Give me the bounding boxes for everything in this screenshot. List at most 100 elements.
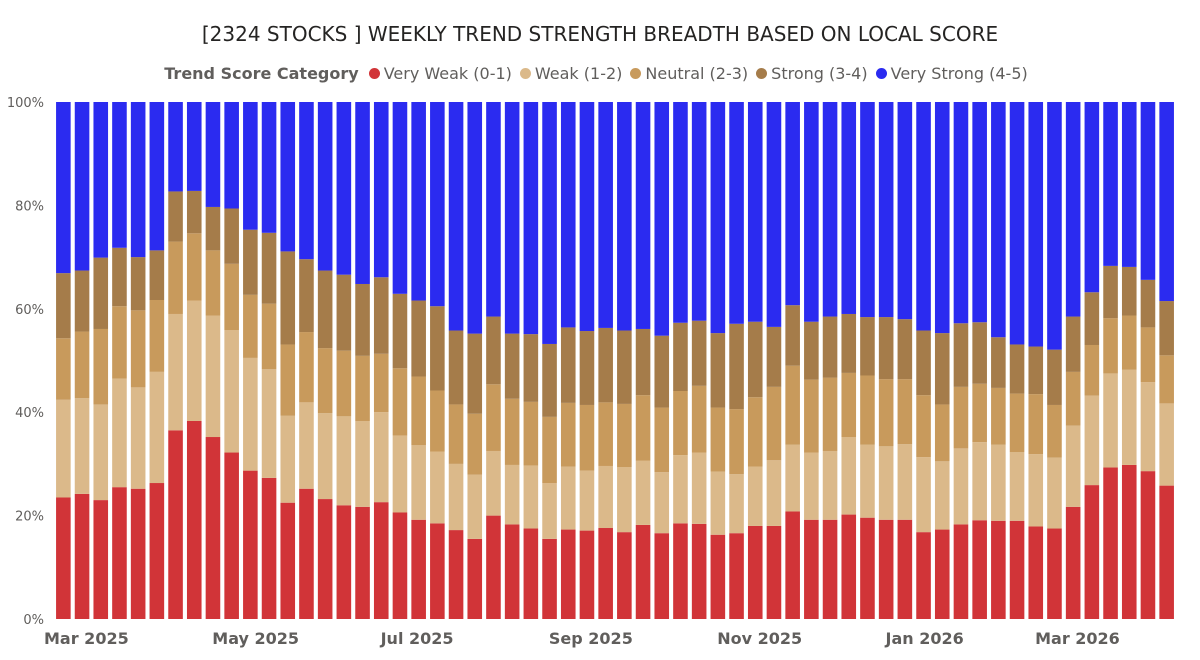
bar-segment-3-39[interactable]: [785, 305, 800, 366]
bar-segment-4-48[interactable]: [953, 102, 969, 324]
bar-segment-4-23[interactable]: [486, 102, 501, 317]
bar-segment-0-27[interactable]: [560, 529, 576, 619]
bar-segment-2-13[interactable]: [299, 332, 314, 403]
bar-segment-0-38[interactable]: [766, 525, 782, 619]
bar-segment-0-36[interactable]: [729, 533, 744, 619]
bar-segment-0-49[interactable]: [972, 520, 987, 619]
bar-segment-4-46[interactable]: [916, 102, 931, 331]
bar-segment-1-37[interactable]: [747, 466, 763, 526]
bar-segment-0-16[interactable]: [355, 506, 370, 619]
bar-segment-2-23[interactable]: [486, 384, 501, 451]
bar-segment-3-44[interactable]: [878, 317, 894, 380]
bar-segment-3-52[interactable]: [1028, 346, 1044, 395]
bar-segment-2-56[interactable]: [1103, 318, 1118, 374]
bar-segment-4-21[interactable]: [448, 102, 464, 331]
bar-segment-4-58[interactable]: [1140, 102, 1156, 280]
bar-segment-3-11[interactable]: [261, 232, 277, 304]
bar-segment-0-48[interactable]: [953, 524, 969, 619]
bar-segment-4-32[interactable]: [654, 102, 670, 336]
bar-segment-4-3[interactable]: [112, 102, 127, 248]
bar-segment-3-45[interactable]: [897, 319, 913, 380]
bar-segment-0-17[interactable]: [373, 502, 389, 619]
bar-segment-2-5[interactable]: [149, 300, 165, 372]
bar-segment-0-21[interactable]: [448, 530, 464, 619]
bar-segment-3-7[interactable]: [186, 190, 202, 234]
bar-segment-2-25[interactable]: [523, 401, 539, 466]
bar-segment-4-40[interactable]: [804, 102, 819, 322]
bar-segment-0-23[interactable]: [486, 515, 501, 619]
bar-segment-1-53[interactable]: [1047, 457, 1062, 529]
bar-segment-0-14[interactable]: [317, 499, 333, 619]
bar-segment-4-55[interactable]: [1084, 102, 1100, 293]
bar-segment-0-24[interactable]: [504, 524, 520, 619]
bar-segment-4-51[interactable]: [1009, 102, 1025, 345]
bar-segment-4-37[interactable]: [747, 102, 763, 322]
bar-segment-3-9[interactable]: [224, 208, 239, 264]
bar-segment-4-38[interactable]: [766, 102, 782, 327]
bar-segment-4-25[interactable]: [523, 102, 539, 335]
bar-segment-3-55[interactable]: [1084, 292, 1100, 345]
bar-segment-1-30[interactable]: [617, 467, 632, 533]
bar-segment-0-29[interactable]: [598, 528, 613, 619]
bar-segment-1-54[interactable]: [1065, 425, 1081, 507]
bar-segment-4-33[interactable]: [673, 102, 688, 323]
bar-segment-4-17[interactable]: [373, 102, 389, 278]
bar-segment-1-58[interactable]: [1140, 382, 1156, 472]
bar-segment-3-13[interactable]: [299, 259, 314, 333]
bar-segment-1-10[interactable]: [243, 357, 258, 471]
bar-segment-1-24[interactable]: [504, 464, 520, 525]
bar-segment-1-31[interactable]: [635, 460, 651, 525]
bar-segment-1-41[interactable]: [822, 450, 838, 520]
bar-segment-4-31[interactable]: [635, 102, 651, 329]
bar-segment-4-26[interactable]: [542, 102, 557, 344]
bar-segment-3-37[interactable]: [747, 321, 763, 398]
bar-segment-2-33[interactable]: [673, 391, 688, 456]
legend-item-4[interactable]: Very Strong (4-5): [875, 64, 1028, 83]
bar-segment-2-11[interactable]: [261, 303, 277, 370]
bar-segment-2-47[interactable]: [934, 404, 950, 462]
bar-segment-3-3[interactable]: [112, 247, 127, 307]
bar-segment-2-30[interactable]: [617, 403, 632, 467]
bar-segment-3-50[interactable]: [991, 337, 1006, 388]
bar-segment-2-29[interactable]: [598, 402, 613, 466]
bar-segment-2-27[interactable]: [560, 402, 576, 467]
bar-segment-2-35[interactable]: [710, 407, 726, 472]
bar-segment-3-6[interactable]: [168, 191, 183, 242]
bar-segment-1-56[interactable]: [1103, 373, 1118, 468]
bar-segment-4-22[interactable]: [467, 102, 483, 334]
bar-segment-3-24[interactable]: [504, 333, 520, 399]
bar-segment-1-29[interactable]: [598, 465, 613, 529]
bar-segment-1-52[interactable]: [1028, 454, 1044, 527]
bar-segment-4-20[interactable]: [430, 102, 445, 307]
bar-segment-1-57[interactable]: [1121, 369, 1137, 465]
bar-segment-1-45[interactable]: [897, 444, 913, 520]
bar-segment-2-53[interactable]: [1047, 404, 1062, 458]
bar-segment-2-39[interactable]: [785, 365, 800, 445]
bar-segment-2-34[interactable]: [691, 385, 707, 453]
bar-segment-2-6[interactable]: [168, 241, 183, 314]
bar-segment-3-33[interactable]: [673, 322, 688, 391]
bar-segment-4-41[interactable]: [822, 102, 838, 317]
bar-segment-0-3[interactable]: [112, 487, 127, 619]
bar-segment-1-21[interactable]: [448, 463, 464, 531]
bar-segment-1-33[interactable]: [673, 455, 688, 524]
bar-segment-0-8[interactable]: [205, 437, 221, 619]
bar-segment-4-14[interactable]: [317, 102, 333, 271]
bar-segment-3-28[interactable]: [579, 331, 595, 405]
bar-segment-4-7[interactable]: [186, 102, 202, 191]
bar-segment-3-12[interactable]: [280, 251, 296, 345]
bar-segment-1-5[interactable]: [149, 371, 165, 484]
bar-segment-0-58[interactable]: [1140, 471, 1156, 619]
bar-segment-1-50[interactable]: [991, 444, 1006, 521]
bar-segment-0-33[interactable]: [673, 523, 688, 619]
bar-segment-3-27[interactable]: [560, 327, 576, 403]
bar-segment-4-59[interactable]: [1159, 102, 1174, 302]
bar-segment-4-39[interactable]: [785, 102, 800, 306]
bar-segment-2-48[interactable]: [953, 386, 969, 449]
bar-segment-0-13[interactable]: [299, 488, 314, 619]
bar-segment-3-17[interactable]: [373, 277, 389, 354]
bar-segment-0-51[interactable]: [1009, 520, 1025, 619]
bar-segment-2-18[interactable]: [392, 368, 408, 436]
bar-segment-4-4[interactable]: [130, 102, 146, 258]
bar-segment-4-0[interactable]: [56, 102, 71, 274]
